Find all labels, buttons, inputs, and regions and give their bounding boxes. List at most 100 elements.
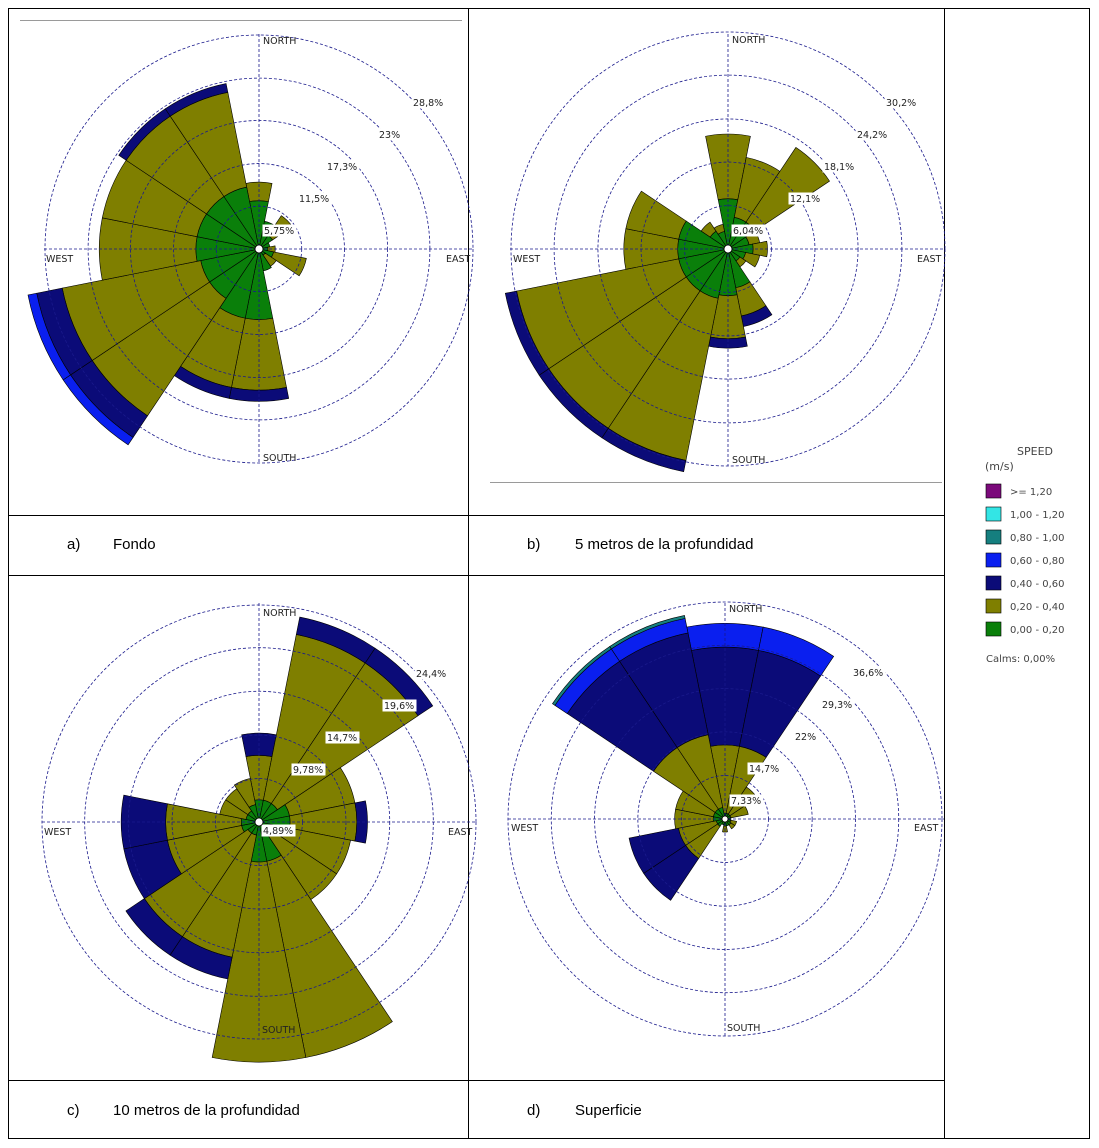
ring-label-4: 29,3% xyxy=(820,698,855,711)
north-label: NORTH xyxy=(732,35,765,46)
ring-label-text: 36,6% xyxy=(853,668,883,679)
north-label: NORTH xyxy=(729,604,762,615)
speed-legend: SPEED (m/s) >= 1,20 1,00 - 1,20 0,80 - 1,0… xyxy=(985,445,1065,665)
legend-swatch xyxy=(985,483,1002,499)
sector-ese-bin-1 xyxy=(742,252,761,268)
legend-label: >= 1,20 xyxy=(1010,487,1052,498)
sector-n-bin-3 xyxy=(686,623,764,651)
caption-d: d) Superficie xyxy=(527,1102,642,1119)
sector-sw-bin-2 xyxy=(125,898,183,956)
east-label: EAST xyxy=(914,823,939,834)
ring-label-2: 11,5% xyxy=(297,192,332,205)
ring-label-bg xyxy=(325,160,360,173)
wind-rose-a-fondo: 5,75% 11,5% 17,3% 23% 28,8% NORTH SOUTH EAST… xyxy=(27,34,474,464)
ring-label-3: 17,3% xyxy=(325,160,360,173)
ring-label-bg xyxy=(729,794,764,807)
ring-label-bg xyxy=(261,824,296,837)
legend-swatch xyxy=(985,552,1002,568)
legend-swatch xyxy=(985,575,1002,591)
legend-item: >= 1,20 xyxy=(985,483,1052,499)
west-label: WEST xyxy=(511,823,538,834)
ring-label-text: 14,7% xyxy=(749,764,779,775)
ring-label-bg xyxy=(855,128,890,141)
ring-label-4: 19,6% xyxy=(382,699,417,712)
table-grid xyxy=(8,8,1090,1139)
ring-label-text: 17,3% xyxy=(327,162,357,173)
legend-swatch xyxy=(985,621,1002,637)
sector-sse-bin-1 xyxy=(266,854,393,1058)
legend-items: >= 1,20 1,00 - 1,20 0,80 - 1,00 0,60 - 0,80… xyxy=(985,483,1065,637)
ring-label-text: 11,5% xyxy=(299,194,329,205)
sector-ne-bin-2 xyxy=(364,647,434,717)
wind-rose-b-5m: 6,04% 12,1% 18,1% 24,2% 30,2% NORTH SOUTH EA… xyxy=(504,31,946,473)
ring-label-bg xyxy=(382,699,417,712)
ring-label-text: 19,6% xyxy=(384,701,414,712)
ring-label-text: 9,78% xyxy=(293,765,323,776)
ring-label-text: 6,04% xyxy=(733,226,763,237)
legend-item: 0,00 - 0,20 xyxy=(985,621,1065,637)
ring-label-2: 9,78% xyxy=(291,763,326,776)
caption-letter: b) xyxy=(527,536,540,553)
ring-label-3: 14,7% xyxy=(325,731,360,744)
caption-text: 5 metros de la profundidad xyxy=(575,536,753,553)
legend-swatch xyxy=(985,598,1002,614)
ring-label-5: 24,4% xyxy=(414,667,449,680)
sector-ese-bin-1 xyxy=(270,251,307,277)
ring-label-1: 6,04% xyxy=(731,224,766,237)
sector-se-bin-1 xyxy=(728,822,736,830)
ring-label-bg xyxy=(325,731,360,744)
legend-item: 0,80 - 1,00 xyxy=(985,529,1065,545)
ring-label-bg xyxy=(820,698,855,711)
caption-letter: d) xyxy=(527,1102,540,1119)
ring-label-text: 29,3% xyxy=(822,700,852,711)
caption-letter: a) xyxy=(67,536,80,553)
sector-nnw-bin-1 xyxy=(713,223,725,235)
caption-b: b) 5 metros de la profundidad xyxy=(527,536,753,553)
sector-s-bin-1 xyxy=(211,860,307,1063)
caption-a: a) Fondo xyxy=(67,536,156,553)
west-label: WEST xyxy=(513,254,540,265)
ring-label-bg xyxy=(788,192,823,205)
caption-text: 10 metros de la profundidad xyxy=(113,1102,300,1119)
ring-label-1: 5,75% xyxy=(262,224,297,237)
sector-e-bin-2 xyxy=(354,800,368,844)
south-label: SOUTH xyxy=(263,453,296,464)
ring-label-text: 24,4% xyxy=(416,669,446,680)
legend-title: SPEED xyxy=(1017,445,1053,458)
legend-label: 0,40 - 0,60 xyxy=(1010,579,1065,590)
east-label: EAST xyxy=(448,827,473,838)
ring-labels: 4,89% 9,78% 14,7% 19,6% 24,4% xyxy=(261,667,449,837)
ring-label-text: 18,1% xyxy=(824,162,854,173)
ring-label-1: 4,89% xyxy=(261,824,296,837)
ring-label-bg xyxy=(851,666,886,679)
south-label: SOUTH xyxy=(262,1025,295,1036)
legend-item: 1,00 - 1,20 xyxy=(985,506,1065,522)
ring-label-bg xyxy=(731,224,766,237)
west-label: WEST xyxy=(46,254,73,265)
ring-label-bg xyxy=(411,96,446,109)
picture-borders xyxy=(20,20,942,483)
ring-label-2: 12,1% xyxy=(788,192,823,205)
ring-label-2: 14,7% xyxy=(747,762,782,775)
rose-center xyxy=(254,817,264,827)
sector-wsw-bin-3 xyxy=(27,292,71,381)
north-label: NORTH xyxy=(263,36,296,47)
ring-label-bg xyxy=(377,128,400,141)
ring-label-text: 30,2% xyxy=(886,98,916,109)
ring-label-5: 30,2% xyxy=(884,96,919,109)
ring-label-5: 36,6% xyxy=(851,666,886,679)
ring-label-text: 24,2% xyxy=(857,130,887,141)
ring-label-1: 7,33% xyxy=(729,794,764,807)
ring-3 xyxy=(597,118,859,380)
ring-label-bg xyxy=(291,763,326,776)
legend-unit: (m/s) xyxy=(985,460,1014,473)
east-label: EAST xyxy=(917,254,942,265)
west-label: WEST xyxy=(44,827,71,838)
ring-label-bg xyxy=(822,160,857,173)
legend-swatch xyxy=(985,506,1002,522)
ring-label-text: 28,8% xyxy=(413,98,443,109)
legend-swatch xyxy=(985,529,1002,545)
ring-label-5: 28,8% xyxy=(411,96,446,109)
sector-wsw-bin-2 xyxy=(628,827,686,874)
